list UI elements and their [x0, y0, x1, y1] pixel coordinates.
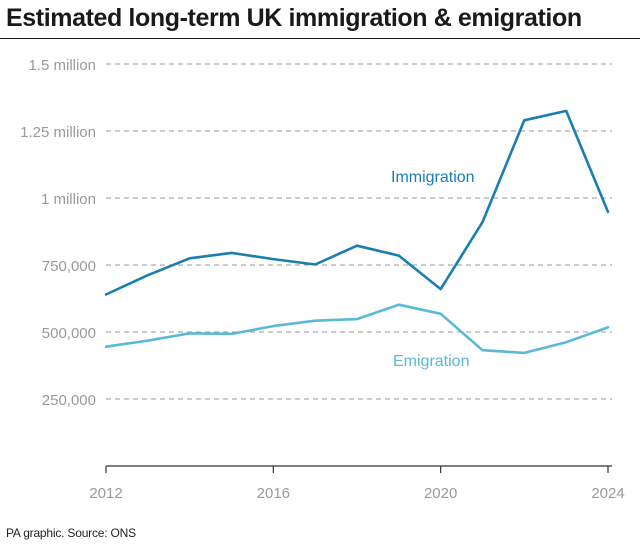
x-axis: 2012 2016 2020 2024	[89, 465, 625, 502]
y-tick-label: 1 million	[41, 191, 96, 208]
x-tick-label: 2012	[89, 485, 122, 502]
gridlines	[106, 63, 612, 400]
x-tick-label: 2024	[591, 485, 624, 502]
y-tick-label: 250,000	[42, 392, 96, 409]
source-note: PA graphic. Source: ONS	[6, 526, 136, 540]
series-line-emigration	[104, 303, 610, 355]
y-tick-label: 750,000	[42, 258, 96, 275]
series-line-immigration	[104, 109, 610, 296]
series-lines	[104, 109, 610, 355]
y-tick-label: 1.5 million	[28, 57, 96, 74]
y-tick-label: 500,000	[42, 325, 96, 342]
title-divider	[0, 38, 640, 39]
series-labels: Immigration Emigration	[391, 169, 475, 370]
series-label-immigration: Immigration	[391, 169, 475, 186]
x-tick-label: 2016	[257, 485, 290, 502]
x-tick-label: 2020	[424, 485, 457, 502]
series-label-emigration: Emigration	[393, 353, 469, 370]
y-tick-labels: 1.5 million 1.25 million 1 million 750,000 5…	[20, 57, 96, 409]
chart-title: Estimated long-term UK immigration & emi…	[6, 4, 582, 32]
y-tick-label: 1.25 million	[20, 124, 96, 141]
